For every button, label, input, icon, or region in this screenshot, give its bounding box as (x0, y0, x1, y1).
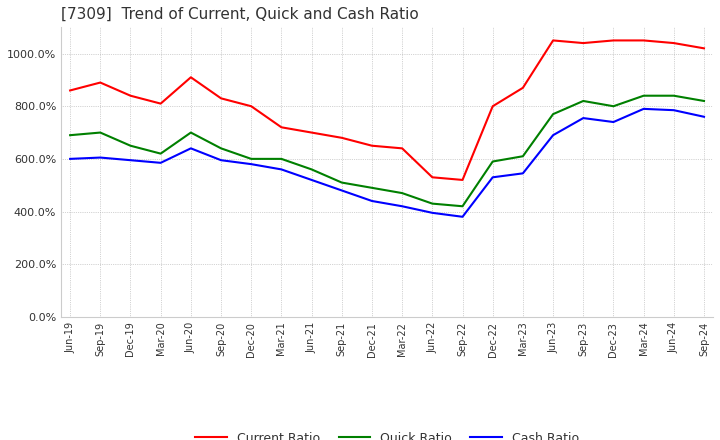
Cash Ratio (398, 204, 407, 209)
Current Ratio (217, 96, 225, 101)
Current Ratio (247, 103, 256, 109)
Current Ratio (368, 143, 377, 148)
Line: Quick Ratio: Quick Ratio (70, 96, 704, 206)
Current Ratio (609, 38, 618, 43)
Current Ratio (428, 175, 436, 180)
Quick Ratio (700, 98, 708, 103)
Quick Ratio (398, 191, 407, 196)
Line: Current Ratio: Current Ratio (70, 40, 704, 180)
Legend: Current Ratio, Quick Ratio, Cash Ratio: Current Ratio, Quick Ratio, Cash Ratio (190, 426, 584, 440)
Cash Ratio (639, 106, 648, 111)
Quick Ratio (488, 159, 497, 164)
Quick Ratio (368, 185, 377, 191)
Current Ratio (700, 46, 708, 51)
Current Ratio (488, 103, 497, 109)
Quick Ratio (156, 151, 165, 156)
Text: [7309]  Trend of Current, Quick and Cash Ratio: [7309] Trend of Current, Quick and Cash … (61, 7, 419, 22)
Quick Ratio (458, 204, 467, 209)
Cash Ratio (549, 132, 557, 138)
Quick Ratio (518, 154, 527, 159)
Current Ratio (156, 101, 165, 106)
Current Ratio (277, 125, 286, 130)
Current Ratio (398, 146, 407, 151)
Current Ratio (307, 130, 316, 135)
Cash Ratio (277, 167, 286, 172)
Current Ratio (518, 85, 527, 91)
Current Ratio (96, 80, 104, 85)
Quick Ratio (428, 201, 436, 206)
Quick Ratio (277, 156, 286, 161)
Cash Ratio (428, 210, 436, 216)
Quick Ratio (186, 130, 195, 135)
Quick Ratio (247, 156, 256, 161)
Cash Ratio (609, 119, 618, 125)
Quick Ratio (670, 93, 678, 99)
Cash Ratio (186, 146, 195, 151)
Quick Ratio (549, 111, 557, 117)
Current Ratio (549, 38, 557, 43)
Cash Ratio (247, 161, 256, 167)
Cash Ratio (700, 114, 708, 119)
Quick Ratio (579, 98, 588, 103)
Cash Ratio (458, 214, 467, 220)
Cash Ratio (579, 115, 588, 121)
Current Ratio (579, 40, 588, 46)
Current Ratio (670, 40, 678, 46)
Quick Ratio (307, 167, 316, 172)
Current Ratio (639, 38, 648, 43)
Cash Ratio (126, 158, 135, 163)
Quick Ratio (639, 93, 648, 99)
Cash Ratio (66, 156, 74, 161)
Quick Ratio (126, 143, 135, 148)
Cash Ratio (96, 155, 104, 160)
Cash Ratio (368, 198, 377, 204)
Current Ratio (66, 88, 74, 93)
Quick Ratio (66, 132, 74, 138)
Cash Ratio (217, 158, 225, 163)
Cash Ratio (156, 160, 165, 165)
Cash Ratio (518, 171, 527, 176)
Quick Ratio (96, 130, 104, 135)
Cash Ratio (338, 188, 346, 193)
Line: Cash Ratio: Cash Ratio (70, 109, 704, 217)
Current Ratio (126, 93, 135, 99)
Quick Ratio (217, 146, 225, 151)
Quick Ratio (609, 103, 618, 109)
Cash Ratio (488, 175, 497, 180)
Cash Ratio (307, 177, 316, 183)
Current Ratio (338, 135, 346, 140)
Quick Ratio (338, 180, 346, 185)
Current Ratio (186, 75, 195, 80)
Cash Ratio (670, 107, 678, 113)
Current Ratio (458, 177, 467, 183)
